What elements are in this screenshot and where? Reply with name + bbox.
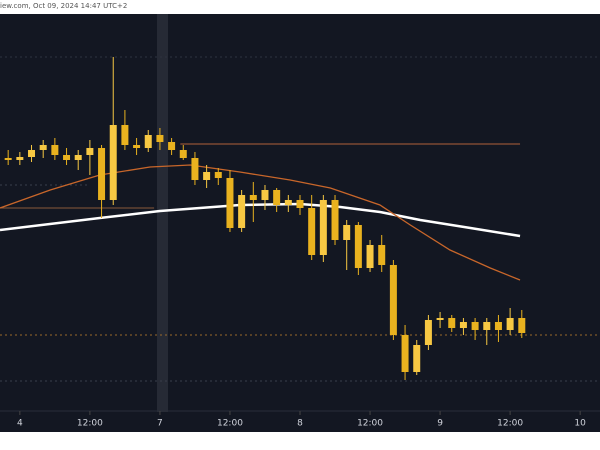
candle-body [109,125,117,200]
candle-body [319,200,327,255]
candle-body [168,142,176,150]
candle-body [436,318,444,320]
candle-body [226,178,234,228]
candle-body [179,150,187,158]
candle-body [401,335,409,372]
candle-body [98,148,106,200]
candle-body [249,195,257,200]
candle-body [424,320,432,345]
candle-body [156,135,164,142]
candle-body [261,190,269,200]
x-tick-label: 10 [574,419,586,429]
candle-body [63,155,71,160]
candle-body [238,195,246,228]
candle-body [518,318,526,333]
x-tick-label: 12:00 [77,419,103,429]
candle-body [366,245,374,268]
x-tick-label: 8 [297,419,303,429]
candle-body [51,145,59,155]
plot-bg [0,14,600,432]
x-tick-label: 12:00 [217,419,243,429]
candle-body [413,345,421,372]
candle-body [308,208,316,255]
candle-body [506,318,514,330]
session-break [157,14,168,412]
candle-body [4,158,12,160]
candle-body [296,200,304,208]
candle-body [284,200,292,205]
candle-body [494,322,502,330]
x-tick-label: 9 [437,419,443,429]
candle-body [471,322,479,330]
candle-body [483,322,491,330]
candle-body [343,225,351,240]
x-tick-label: 12:00 [357,419,383,429]
header-bg [0,0,600,14]
candle-body [389,265,397,335]
header-text: iew.com, Oct 09, 2024 14:47 UTC+2 [0,2,127,10]
candle-body [273,190,281,205]
x-tick-label: 12:00 [497,419,523,429]
candle-body [74,155,82,160]
candle-body [86,148,94,155]
candle-body [28,150,36,157]
candle-body [459,322,467,328]
candle-body [191,158,199,180]
candle-body [203,172,211,180]
candle-body [121,125,129,145]
candle-body [39,145,47,150]
x-tick-label: 4 [17,419,23,429]
candle-body [378,245,386,265]
candle-body [16,157,24,160]
candle-body [354,225,362,268]
candle-body [331,200,339,240]
candle-body [133,145,141,148]
x-tick-label: 7 [157,419,163,429]
candle-body [214,172,222,178]
candle-body [144,135,152,148]
candle-body [448,318,456,328]
